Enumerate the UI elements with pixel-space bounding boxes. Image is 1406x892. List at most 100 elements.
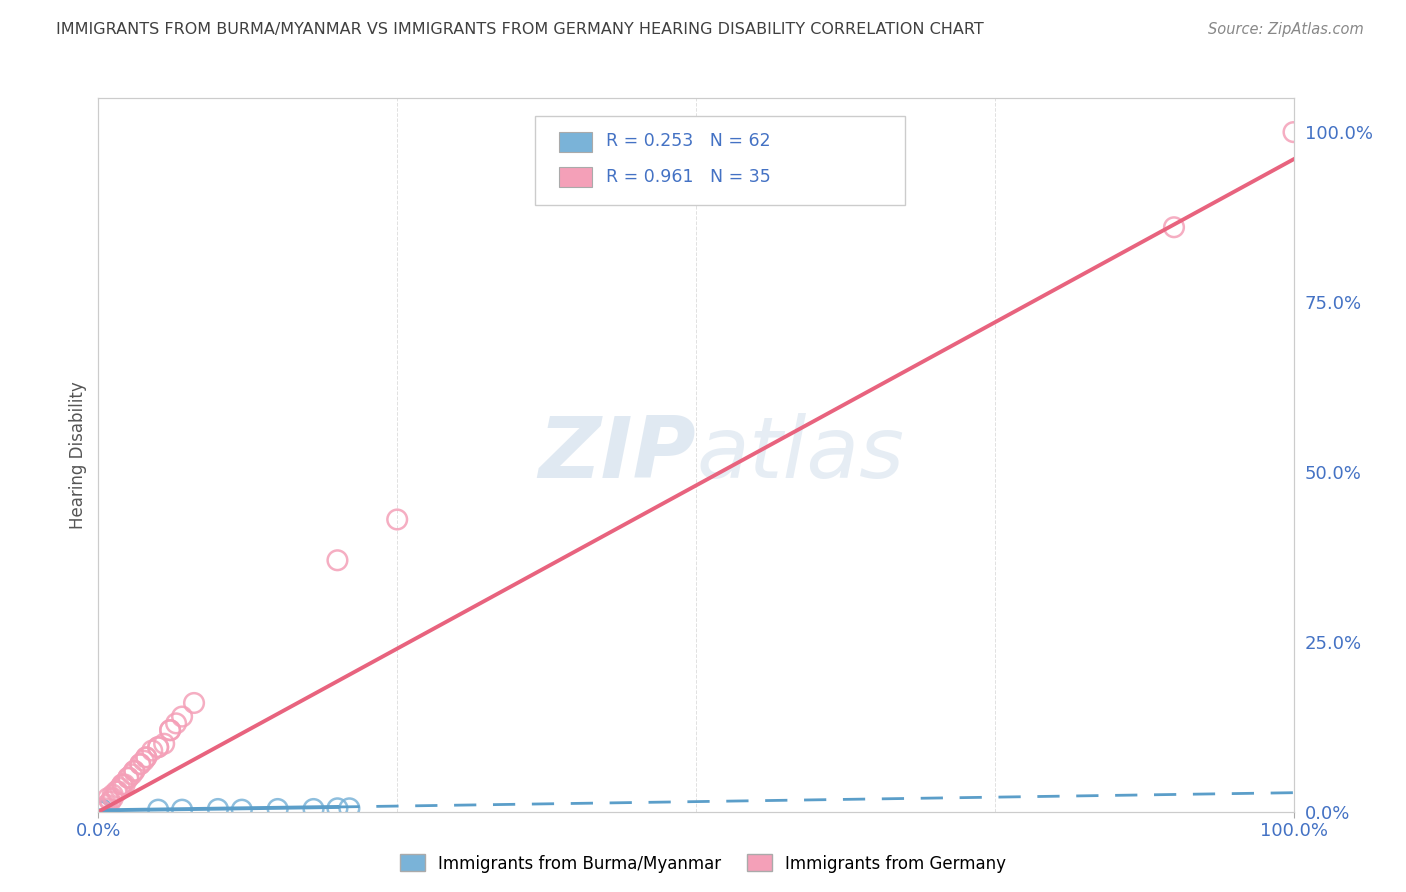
- Point: [135, 750, 157, 764]
- Point: [91, 804, 114, 818]
- FancyBboxPatch shape: [534, 116, 905, 205]
- Point: [159, 723, 181, 738]
- Point: [302, 802, 325, 816]
- Point: [90, 804, 112, 818]
- Point: [326, 801, 349, 815]
- Point: [91, 804, 114, 818]
- Point: [90, 803, 112, 817]
- Y-axis label: Hearing Disability: Hearing Disability: [69, 381, 87, 529]
- Legend: Immigrants from Burma/Myanmar, Immigrants from Germany: Immigrants from Burma/Myanmar, Immigrant…: [394, 847, 1012, 880]
- Point: [183, 696, 205, 710]
- Point: [107, 784, 129, 798]
- Point: [111, 778, 134, 792]
- Point: [1163, 220, 1185, 235]
- Point: [90, 803, 112, 817]
- Text: IMMIGRANTS FROM BURMA/MYANMAR VS IMMIGRANTS FROM GERMANY HEARING DISABILITY CORR: IMMIGRANTS FROM BURMA/MYANMAR VS IMMIGRA…: [56, 22, 984, 37]
- Point: [172, 803, 194, 817]
- Point: [89, 803, 111, 817]
- Point: [89, 803, 111, 817]
- Text: Source: ZipAtlas.com: Source: ZipAtlas.com: [1208, 22, 1364, 37]
- Point: [267, 802, 290, 816]
- Point: [114, 778, 136, 792]
- Point: [89, 803, 111, 817]
- Point: [91, 804, 114, 818]
- Point: [89, 803, 111, 817]
- Point: [89, 803, 111, 817]
- Point: [90, 803, 112, 817]
- Point: [101, 791, 124, 805]
- Point: [89, 804, 111, 818]
- Point: [135, 750, 157, 764]
- Point: [153, 737, 176, 751]
- Point: [90, 803, 112, 817]
- Point: [90, 804, 112, 818]
- Point: [105, 784, 128, 798]
- Point: [89, 803, 111, 817]
- Point: [148, 803, 170, 817]
- Point: [89, 804, 111, 818]
- Point: [90, 803, 112, 817]
- Point: [101, 788, 124, 802]
- Point: [90, 804, 112, 818]
- Point: [89, 803, 111, 817]
- Point: [165, 716, 187, 731]
- Point: [89, 804, 111, 818]
- Point: [89, 804, 111, 818]
- Point: [111, 778, 134, 792]
- Point: [89, 804, 111, 818]
- Point: [91, 803, 114, 817]
- Text: ZIP: ZIP: [538, 413, 696, 497]
- Point: [89, 803, 111, 817]
- Point: [148, 740, 170, 755]
- Point: [97, 791, 120, 805]
- Point: [148, 740, 170, 755]
- Point: [172, 709, 194, 723]
- Point: [91, 804, 114, 818]
- Point: [90, 804, 112, 818]
- Point: [89, 803, 111, 817]
- Point: [90, 803, 112, 817]
- Point: [91, 804, 114, 818]
- Point: [124, 764, 146, 778]
- Point: [90, 803, 112, 817]
- Point: [89, 803, 111, 817]
- Point: [91, 803, 114, 817]
- Point: [89, 803, 111, 817]
- Point: [121, 767, 143, 781]
- Point: [231, 803, 253, 817]
- Point: [93, 801, 115, 815]
- Point: [108, 780, 131, 795]
- Point: [1282, 125, 1305, 139]
- Point: [91, 803, 114, 817]
- Point: [96, 797, 118, 812]
- Point: [90, 803, 112, 817]
- Point: [90, 804, 112, 818]
- Point: [129, 757, 152, 772]
- Point: [117, 771, 139, 785]
- Point: [129, 757, 152, 772]
- Point: [89, 803, 111, 817]
- Point: [98, 795, 122, 809]
- Point: [90, 804, 112, 818]
- Point: [89, 803, 111, 817]
- Point: [326, 553, 349, 567]
- Point: [90, 804, 112, 818]
- Text: R = 0.961   N = 35: R = 0.961 N = 35: [606, 168, 770, 186]
- Point: [90, 803, 112, 817]
- Point: [159, 723, 181, 738]
- Point: [90, 803, 112, 817]
- Point: [117, 771, 139, 785]
- FancyBboxPatch shape: [558, 168, 592, 187]
- Point: [132, 754, 155, 768]
- Point: [89, 804, 111, 818]
- Point: [89, 803, 111, 817]
- Point: [91, 803, 114, 817]
- Point: [207, 802, 229, 816]
- Point: [124, 764, 146, 778]
- Point: [89, 803, 111, 817]
- Point: [141, 743, 163, 757]
- Point: [385, 512, 409, 526]
- Point: [90, 804, 112, 818]
- Point: [90, 803, 112, 817]
- Point: [90, 803, 112, 817]
